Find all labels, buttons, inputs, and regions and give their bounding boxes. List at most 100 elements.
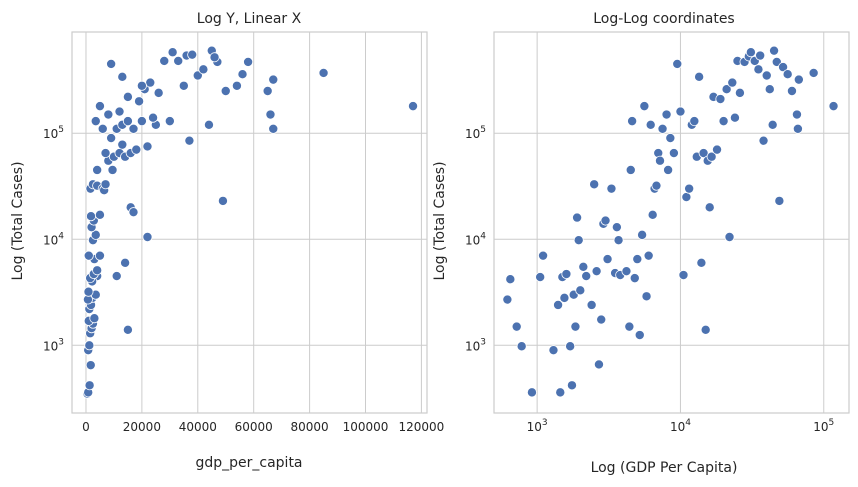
right-data-point	[600, 215, 611, 226]
right-data-point	[727, 77, 738, 88]
left-data-point	[145, 77, 156, 88]
right-y-tick-label: 105	[465, 125, 486, 141]
left-data-point	[184, 135, 195, 146]
right-data-point	[535, 272, 546, 283]
right-data-point	[694, 71, 705, 82]
right-data-point	[561, 269, 572, 280]
right-data-point	[724, 232, 735, 243]
right-data-point	[611, 222, 622, 233]
right-data-point	[621, 266, 632, 277]
right-data-point	[548, 345, 559, 356]
left-data-point	[92, 164, 103, 175]
left-data-point	[408, 101, 419, 112]
right-data-point	[715, 94, 726, 105]
right-data-point	[572, 212, 583, 223]
right-data-point	[793, 74, 804, 85]
right-data-point	[774, 195, 785, 206]
left-grid	[72, 32, 427, 413]
left-data-point	[85, 360, 96, 371]
left-data-point	[90, 116, 101, 127]
right-chart-title: Log-Log coordinates	[593, 11, 734, 27]
right-data-point	[647, 209, 658, 220]
right-data-point	[641, 291, 652, 302]
left-data-point	[237, 69, 248, 80]
left-data-point	[131, 144, 142, 155]
left-data-point	[84, 380, 95, 391]
right-data-point	[625, 164, 636, 175]
right-data-point	[606, 183, 617, 194]
left-data-point	[164, 116, 175, 127]
left-chart-panel: Log Y, Linear X gdp_per_capita Log (Tota…	[10, 11, 444, 471]
right-data-point	[704, 202, 715, 213]
right-data-point	[566, 380, 577, 391]
left-data-point	[107, 164, 118, 175]
left-x-tick-label: 40000	[179, 420, 217, 434]
left-data-point	[89, 313, 100, 324]
left-data-point	[198, 64, 209, 75]
left-data-point	[142, 232, 153, 243]
right-data-point	[516, 341, 527, 352]
right-data-point	[712, 144, 723, 155]
left-data-point	[128, 207, 139, 218]
left-data-point	[268, 74, 279, 85]
left-data-point	[128, 123, 139, 134]
right-data-point	[764, 84, 775, 95]
right-data-point	[573, 235, 584, 246]
left-x-tick-label: 100000	[343, 420, 389, 434]
right-data-point	[778, 62, 789, 73]
left-data-point	[117, 71, 128, 82]
right-data-point	[668, 148, 679, 159]
right-data-point	[665, 133, 676, 144]
right-data-point	[663, 164, 674, 175]
right-data-point	[675, 106, 686, 117]
left-data-point	[100, 148, 111, 159]
right-data-point	[684, 183, 695, 194]
right-data-point	[651, 180, 662, 191]
left-x-tick-label: 60000	[235, 420, 273, 434]
right-points	[502, 45, 839, 398]
right-chart-panel: Log-Log coordinates Log (GDP Per Capita)…	[432, 11, 850, 476]
left-x-tick-label: 0	[82, 420, 90, 434]
right-data-point	[511, 321, 522, 332]
left-data-point	[262, 85, 273, 96]
left-data-point	[122, 324, 133, 335]
left-data-point	[153, 87, 164, 98]
right-data-point	[581, 271, 592, 282]
right-data-point	[629, 273, 640, 284]
right-data-point	[657, 123, 668, 134]
left-data-point	[103, 109, 114, 120]
right-data-point	[828, 101, 839, 112]
right-data-point	[624, 321, 635, 332]
right-data-point	[613, 235, 624, 246]
right-data-point	[645, 119, 656, 130]
right-y-axis-label: Log (Total Cases)	[432, 161, 448, 280]
right-data-point	[782, 69, 793, 80]
right-data-point	[553, 299, 564, 310]
left-data-point	[142, 141, 153, 152]
left-data-point	[94, 250, 105, 261]
right-x-tick-label: 105	[813, 418, 834, 434]
left-x-tick-label: 80000	[291, 420, 329, 434]
right-data-point	[555, 387, 566, 398]
right-data-point	[786, 85, 797, 96]
left-data-point	[97, 123, 108, 134]
right-data-point	[769, 45, 780, 56]
right-y-tick-label: 103	[465, 337, 486, 353]
left-data-point	[106, 58, 117, 69]
right-data-point	[689, 116, 700, 127]
right-data-point	[681, 192, 692, 203]
right-data-point	[578, 261, 589, 272]
left-data-point	[106, 133, 117, 144]
right-data-point	[637, 229, 648, 240]
left-data-point	[134, 96, 145, 107]
left-data-point	[136, 116, 147, 127]
right-data-point	[761, 70, 772, 81]
left-data-point	[192, 70, 203, 81]
right-data-point	[627, 116, 638, 127]
right-data-point	[698, 148, 709, 159]
right-data-point	[565, 341, 576, 352]
right-data-point	[632, 254, 643, 265]
left-data-point	[318, 67, 329, 78]
left-data-point	[90, 229, 101, 240]
left-chart-title: Log Y, Linear X	[197, 11, 302, 27]
